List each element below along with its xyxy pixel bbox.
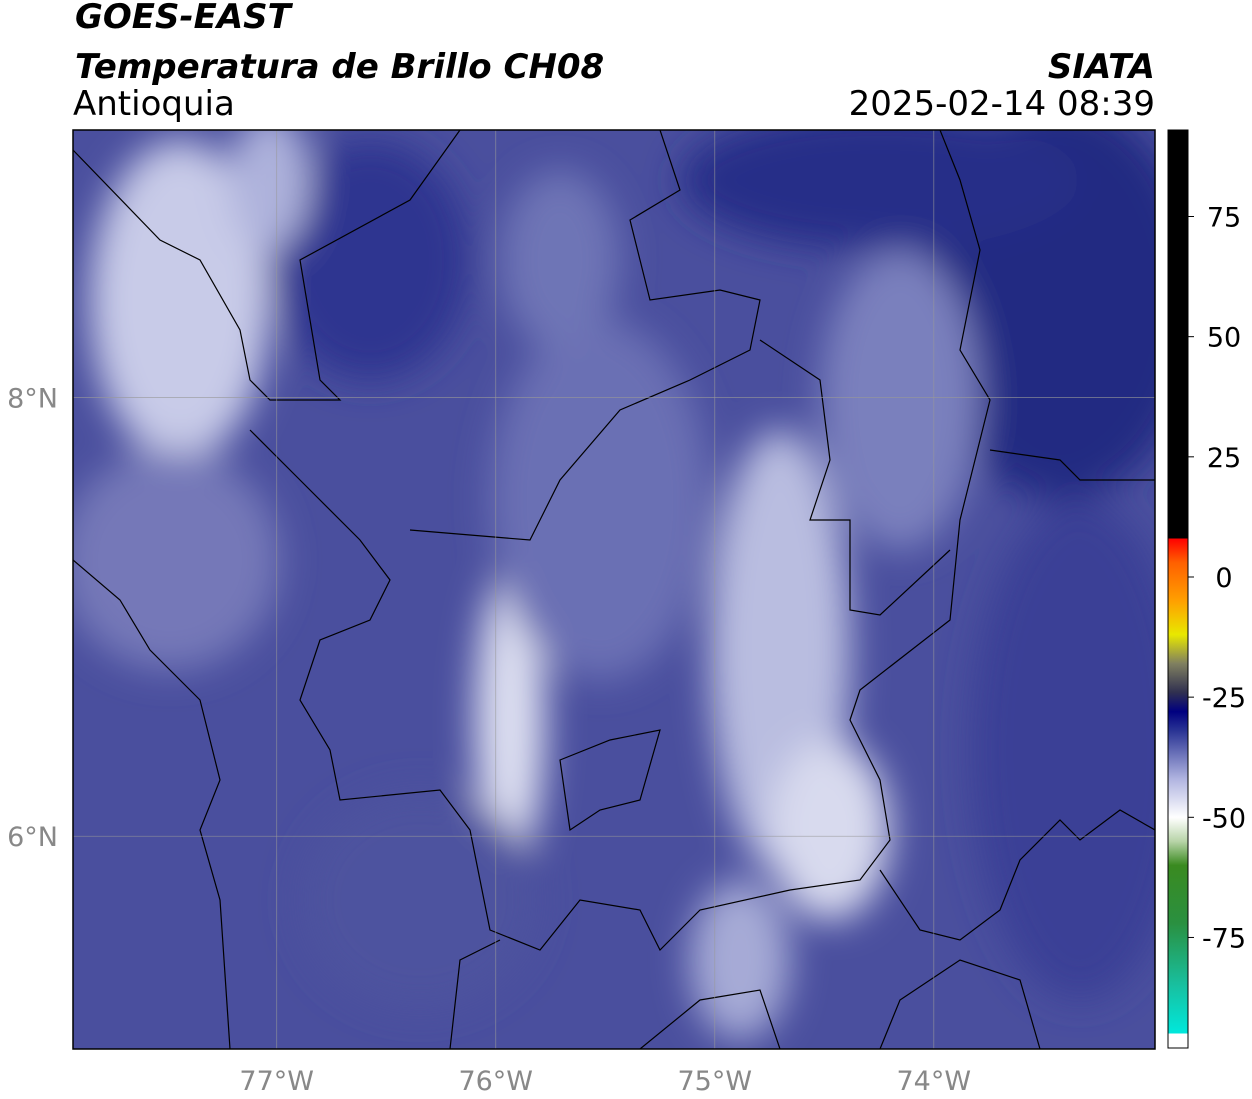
x-tick-label: 77°W <box>239 1066 314 1097</box>
colorbar-tick-label: 50 <box>1207 323 1241 354</box>
colorbar <box>1167 129 1189 1049</box>
colorbar-tick-label: 25 <box>1207 443 1241 474</box>
x-tick-label: 76°W <box>458 1066 533 1097</box>
map-frame <box>72 129 1156 1050</box>
source: SIATA <box>1048 47 1155 87</box>
colorbar-tick-label: 75 <box>1207 203 1241 234</box>
colorbar-tick-label: -25 <box>1202 683 1246 714</box>
datetime: 2025-02-14 08:39 <box>849 84 1155 124</box>
grid <box>73 130 1155 1049</box>
colorbar-tick-label: 0 <box>1215 563 1232 594</box>
y-tick-label: 8°N <box>7 384 58 415</box>
title: GOES-EAST <box>75 0 294 37</box>
colorbar-tick-label: -75 <box>1202 923 1246 954</box>
x-tick-label: 74°W <box>897 1066 972 1097</box>
subtitle: Temperatura de Brillo CH08 <box>75 47 604 87</box>
y-tick-label: 6°N <box>7 822 58 853</box>
colorbar-tick-label: -50 <box>1202 803 1246 834</box>
region: Antioquia <box>73 84 235 124</box>
satellite-image <box>73 130 1155 1049</box>
x-tick-label: 75°W <box>677 1066 752 1097</box>
